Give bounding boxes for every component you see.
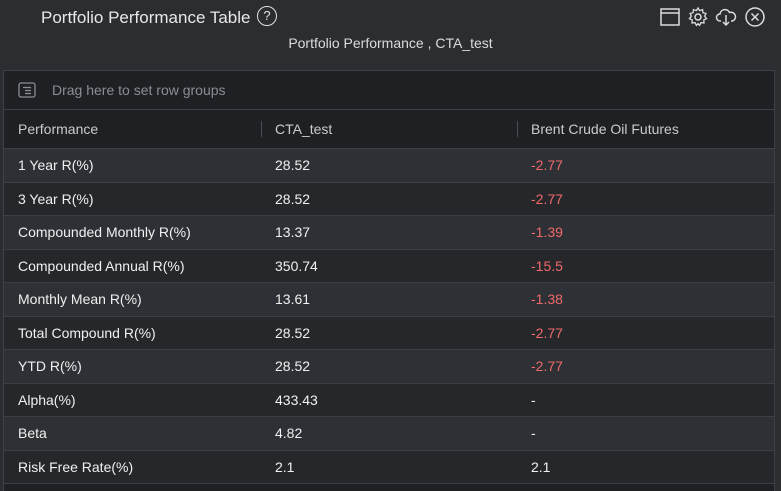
cloud-download-icon[interactable] [715, 6, 737, 28]
title-bar: Portfolio Performance Table ? Portfolio … [0, 0, 781, 66]
metric-cell: Total Compound R(%) [18, 324, 156, 341]
table-row[interactable]: Compounded Monthly R(%) 13.37 -1.39 [4, 216, 774, 250]
gear-icon[interactable] [687, 6, 709, 28]
performance-grid: Drag here to set row groups Performance … [3, 70, 775, 491]
cta-test-value-cell: 13.37 [275, 224, 311, 241]
cta-test-value-cell: 28.52 [275, 190, 311, 207]
column-header-brent-crude[interactable]: Brent Crude Oil Futures [517, 110, 774, 148]
table-row[interactable]: 3 Year R(%) 28.52 -2.77 [4, 182, 774, 216]
panel-subtitle: Portfolio Performance , CTA_test [288, 35, 493, 51]
brent-crude-value-cell: -1.39 [531, 224, 563, 241]
cta-test-value-cell: 4.82 [275, 425, 303, 442]
metric-cell: YTD R(%) [18, 358, 82, 375]
metric-cell: Compounded Annual R(%) [18, 257, 185, 274]
row-group-icon [18, 82, 36, 98]
cta-test-value-cell: 28.52 [275, 324, 311, 341]
cta-test-value-cell: 433.43 [275, 391, 318, 408]
brent-crude-value-cell: -1.38 [531, 291, 563, 308]
table-row[interactable]: Monthly Mean R(%) 13.61 -1.38 [4, 283, 774, 317]
window-icon[interactable] [659, 6, 681, 28]
row-group-hint: Drag here to set row groups [52, 82, 226, 98]
table-row[interactable]: Beta 4.82 - [4, 417, 774, 451]
cta-test-value-cell: 350.74 [275, 257, 318, 274]
metric-cell: Compounded Monthly R(%) [18, 224, 191, 241]
table-row[interactable]: 1 Year R(%) 28.52 -2.77 [4, 149, 774, 183]
brent-crude-value-cell: - [531, 391, 536, 408]
brent-crude-value-cell: -2.77 [531, 157, 563, 174]
table-row[interactable]: YTD R(%) 28.52 -2.77 [4, 350, 774, 384]
brent-crude-value-cell: -2.77 [531, 190, 563, 207]
column-header-cta-test[interactable]: CTA_test [261, 110, 517, 148]
metric-cell: Alpha(%) [18, 391, 76, 408]
brent-crude-value-cell: -2.77 [531, 358, 563, 375]
row-group-drop-zone[interactable]: Drag here to set row groups [4, 71, 774, 110]
metric-cell: Monthly Mean R(%) [18, 291, 142, 308]
cta-test-value-cell: 13.61 [275, 291, 311, 308]
table-row[interactable]: Alpha(%) 433.43 - [4, 383, 774, 417]
brent-crude-value-cell: -15.5 [531, 257, 563, 274]
metric-cell: 3 Year R(%) [18, 190, 94, 207]
panel-title: Portfolio Performance Table [41, 8, 251, 27]
brent-crude-value-cell: -2.77 [531, 324, 563, 341]
table-row[interactable]: Compounded Annual R(%) 350.74 -15.5 [4, 249, 774, 283]
grid-header-row: Performance CTA_test Brent Crude Oil Fut… [4, 110, 774, 149]
brent-crude-value-cell: - [531, 425, 536, 442]
cta-test-value-cell: 2.1 [275, 458, 295, 475]
brent-crude-value-cell: 2.1 [531, 458, 551, 475]
close-icon[interactable] [744, 6, 766, 28]
metric-cell: Beta [18, 425, 47, 442]
help-icon[interactable]: ? [257, 6, 277, 26]
grid-body: 1 Year R(%) 28.52 -2.77 3 Year R(%) 28.52 -2.… [4, 149, 774, 484]
table-row[interactable]: Risk Free Rate(%) 2.1 2.1 [4, 450, 774, 484]
cta-test-value-cell: 28.52 [275, 358, 311, 375]
metric-cell: 1 Year R(%) [18, 157, 94, 174]
column-header-performance[interactable]: Performance [18, 121, 99, 137]
cta-test-value-cell: 28.52 [275, 157, 311, 174]
metric-cell: Risk Free Rate(%) [18, 458, 134, 475]
table-row[interactable]: Total Compound R(%) 28.52 -2.77 [4, 316, 774, 350]
